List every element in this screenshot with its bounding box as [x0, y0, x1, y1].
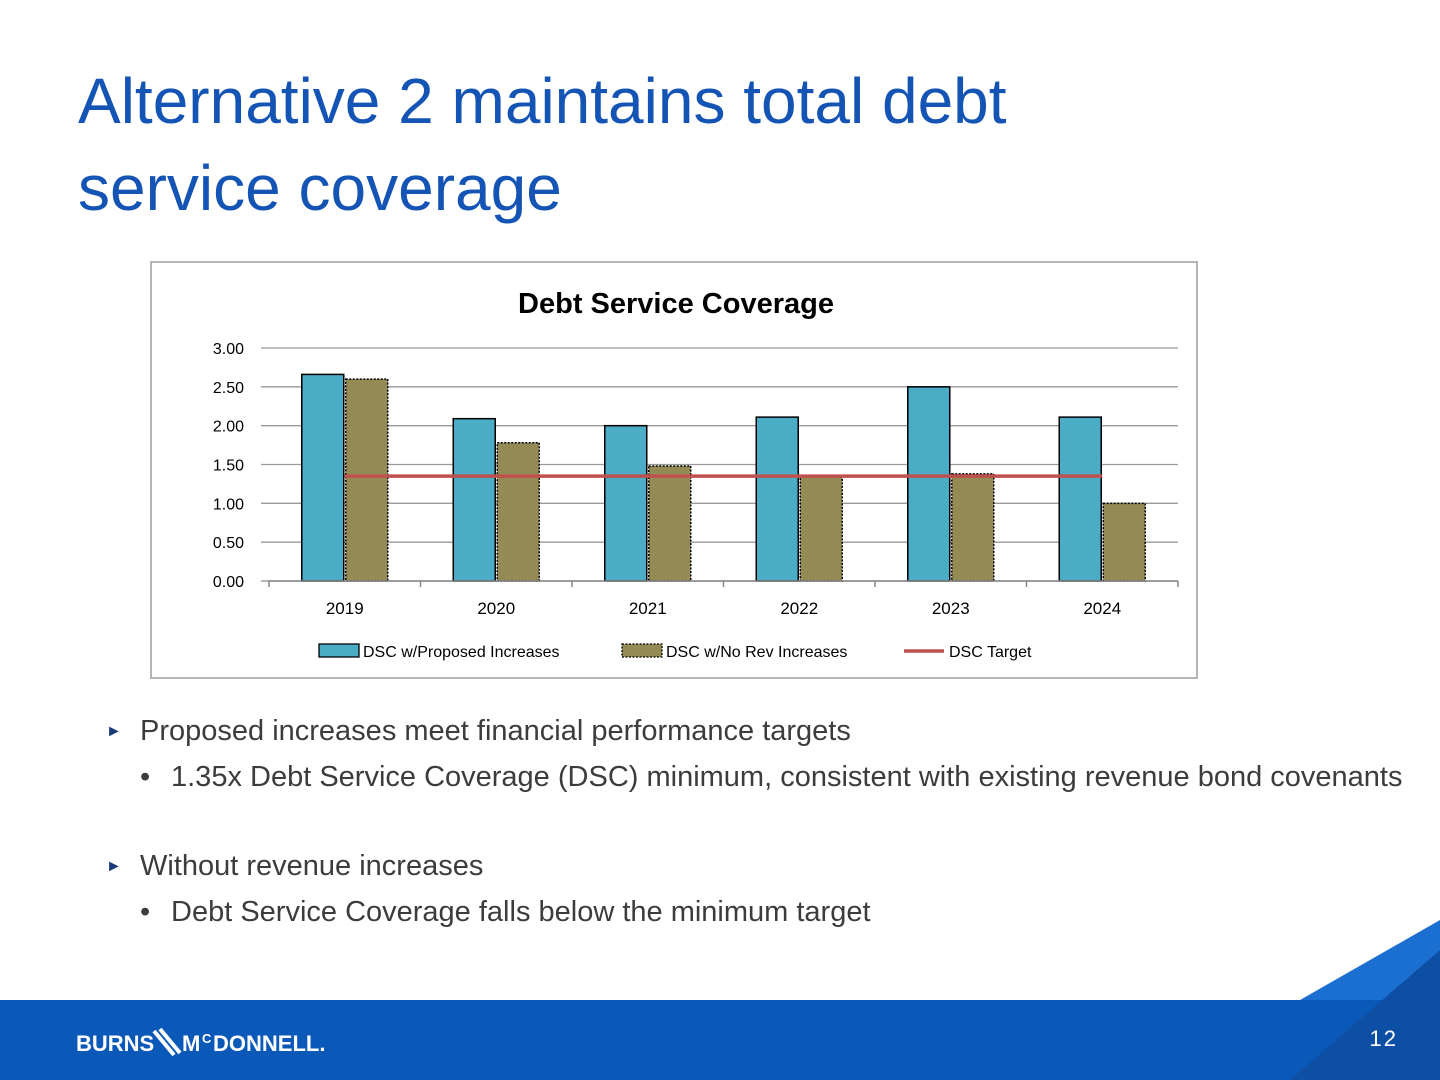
bar-no-rev	[496, 442, 540, 582]
slide-title: Alternative 2 maintains total debt servi…	[78, 58, 1278, 232]
x-tick-label: 2021	[629, 599, 667, 618]
bar-proposed	[604, 424, 648, 582]
bar-no-rev	[648, 465, 692, 582]
x-tick-label: 2020	[477, 599, 515, 618]
bullet-item: ► Without revenue increases	[106, 847, 1406, 885]
sub-bullet-item: • 1.35x Debt Service Coverage (DSC) mini…	[106, 758, 1406, 796]
bullet-text: Without revenue increases	[140, 850, 484, 882]
chart-title: Debt Service Coverage	[518, 288, 834, 320]
bullet-text: Proposed increases meet financial perfor…	[140, 715, 851, 747]
page-number: 12	[1369, 1026, 1398, 1051]
x-tick-label: 2022	[780, 599, 818, 618]
chart: Debt Service Coverage 0.00 0.50 1.00 1.50 2.…	[213, 288, 1179, 661]
x-tick-label: 2024	[1083, 599, 1121, 618]
chart-legend: DSC w/Proposed Increases DSC w/No Rev Inc…	[318, 643, 1032, 661]
logo-burns: BURNS	[76, 1031, 154, 1056]
title-line-2: service coverage	[78, 152, 562, 224]
bar-proposed	[452, 417, 496, 582]
x-axis	[268, 580, 1179, 587]
y-tick-label: 0.00	[213, 574, 244, 591]
arrow-bullet-icon: ►	[106, 723, 122, 740]
chart-gridlines	[261, 347, 1178, 582]
y-tick-label: 0.50	[213, 535, 244, 552]
dot-bullet-icon: •	[140, 896, 151, 928]
bar-no-rev	[951, 473, 995, 582]
y-tick-label: 3.00	[213, 341, 244, 358]
bullet-item: ► Proposed increases meet financial perf…	[106, 712, 1406, 750]
logo-mc: M	[182, 1031, 200, 1056]
sub-bullet-text: 1.35x Debt Service Coverage (DSC) minimu…	[171, 761, 1403, 793]
dot-bullet-icon: •	[140, 761, 151, 793]
bar-proposed	[755, 416, 799, 582]
bar-no-rev	[799, 474, 843, 582]
legend-label-no-rev: DSC w/No Rev Increases	[666, 644, 847, 661]
logo-donnell: DONNELL.	[213, 1031, 325, 1056]
legend-label-proposed: DSC w/Proposed Increases	[363, 644, 560, 661]
legend-swatch-no-rev	[621, 643, 663, 658]
chart-frame: Debt Service Coverage 0.00 0.50 1.00 1.50 2.…	[150, 261, 1198, 679]
sub-bullet-item: • Debt Service Coverage falls below the …	[106, 893, 1406, 931]
logo-ampersand-icon	[152, 1027, 182, 1057]
arrow-bullet-icon: ►	[106, 858, 122, 875]
bar-proposed	[907, 386, 951, 582]
chart-bars	[301, 373, 1146, 582]
logo-c: C	[202, 1031, 212, 1046]
y-tick-label: 2.00	[213, 419, 244, 436]
title-line-1: Alternative 2 maintains total debt	[78, 65, 1007, 137]
y-tick-label: 1.50	[213, 458, 244, 475]
x-tick-label: 2019	[326, 599, 364, 618]
y-tick-label: 1.00	[213, 496, 244, 513]
legend-swatch-proposed	[318, 643, 360, 658]
footer-bar	[0, 1000, 1440, 1080]
bar-proposed	[301, 373, 345, 582]
y-axis-ticks: 0.00 0.50 1.00 1.50 2.00 2.50 3.00	[213, 341, 244, 591]
company-logo: BURNS M C DONNELL.	[76, 1027, 325, 1057]
y-tick-label: 2.50	[213, 380, 244, 397]
x-tick-label: 2023	[932, 599, 970, 618]
bullet-list: ► Proposed increases meet financial perf…	[106, 712, 1406, 931]
bar-no-rev	[345, 378, 389, 582]
bar-proposed	[1058, 416, 1102, 582]
sub-bullet-text: Debt Service Coverage falls below the mi…	[171, 896, 871, 928]
bar-no-rev	[1102, 502, 1146, 582]
legend-label-target: DSC Target	[949, 644, 1032, 661]
x-axis-ticks: 2019 2020 2021 2022 2023 2024	[326, 599, 1121, 618]
